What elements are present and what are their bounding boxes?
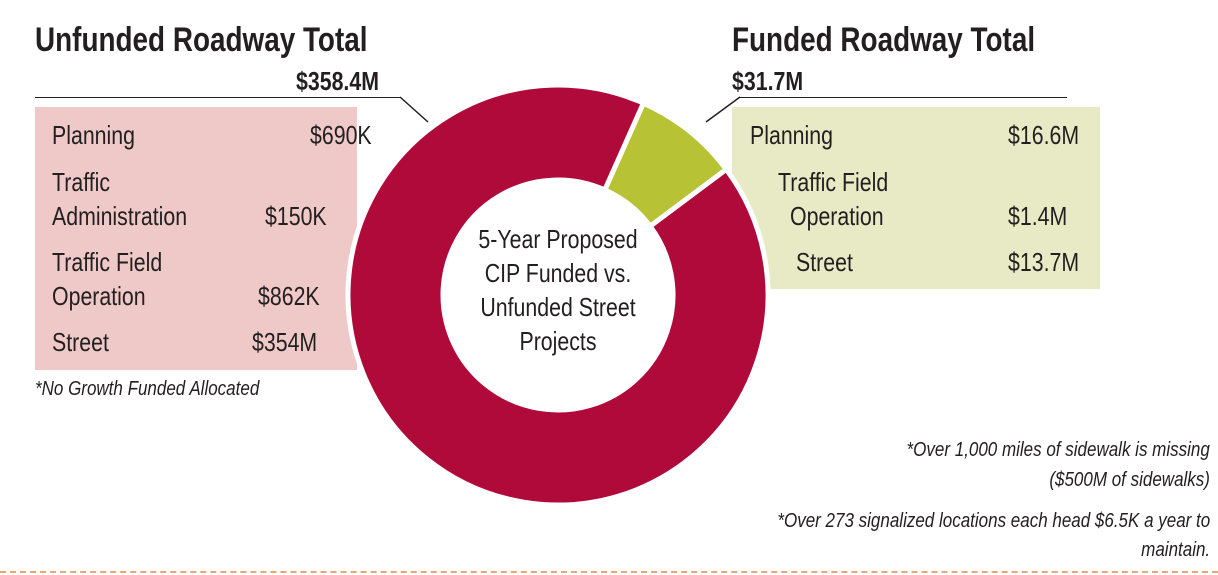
no-growth-footnote: *No Growth Funded Allocated <box>35 378 260 400</box>
unfunded-slice <box>345 82 771 508</box>
unfunded-title: Unfunded Roadway Total <box>35 21 368 59</box>
unfunded-rule <box>35 97 400 98</box>
unfunded-breakdown-panel <box>35 107 357 370</box>
unfunded-item-street-value: $354M <box>252 327 318 357</box>
donut-title-line-2: CIP Funded vs. <box>484 258 632 288</box>
funded-item-traffic-field-value: $1.4M <box>1008 201 1068 231</box>
unfunded-leader-line <box>399 96 429 123</box>
funded-item-planning-label: Planning <box>750 120 833 150</box>
funded-item-planning-value: $16.6M <box>1008 120 1080 150</box>
unfunded-item-planning-value: $690K <box>310 120 372 150</box>
unfunded-item-planning-label: Planning <box>52 120 135 150</box>
unfunded-item-traffic-field-label-2: Operation <box>52 281 146 311</box>
unfunded-item-traffic-field-label-1: Traffic Field <box>52 247 163 277</box>
funded-total: $31.7M <box>732 66 804 96</box>
donut-title-line-3: Unfunded Street <box>480 292 636 322</box>
donut-title-line-1: 5-Year Proposed <box>478 224 638 254</box>
unfunded-item-street-label: Street <box>52 327 109 357</box>
unfunded-item-traffic-admin-label-2: Administration <box>52 201 188 231</box>
unfunded-total: $358.4M <box>296 66 379 96</box>
unfunded-item-traffic-field-value: $862K <box>258 281 320 311</box>
funded-item-traffic-field-label-2: Operation <box>790 201 884 231</box>
funded-rule <box>740 97 1067 98</box>
funded-leader-line <box>705 96 741 123</box>
bottom-divider <box>0 571 1218 573</box>
donut-title-line-4: Projects <box>519 326 597 356</box>
sidewalk-note-line-2: ($500M of sidewalks) <box>1049 469 1210 491</box>
funded-title: Funded Roadway Total <box>732 21 1036 59</box>
unfunded-item-traffic-admin-label-1: Traffic <box>52 167 111 197</box>
funded-item-street-value: $13.7M <box>1008 247 1080 277</box>
signal-note-line-2: maintain. <box>1141 539 1210 561</box>
funded-item-street-label: Street <box>796 247 853 277</box>
funded-item-traffic-field-label-1: Traffic Field <box>778 167 889 197</box>
sidewalk-note-line-1: *Over 1,000 miles of sidewalk is missing <box>906 439 1210 461</box>
funded-breakdown-panel <box>732 107 1100 289</box>
signal-note-line-1: *Over 273 signalized locations each head… <box>777 510 1210 532</box>
unfunded-item-traffic-admin-value: $150K <box>265 201 327 231</box>
donut-center-title: 5-Year Proposed CIP Funded vs. Unfunded … <box>443 222 673 358</box>
